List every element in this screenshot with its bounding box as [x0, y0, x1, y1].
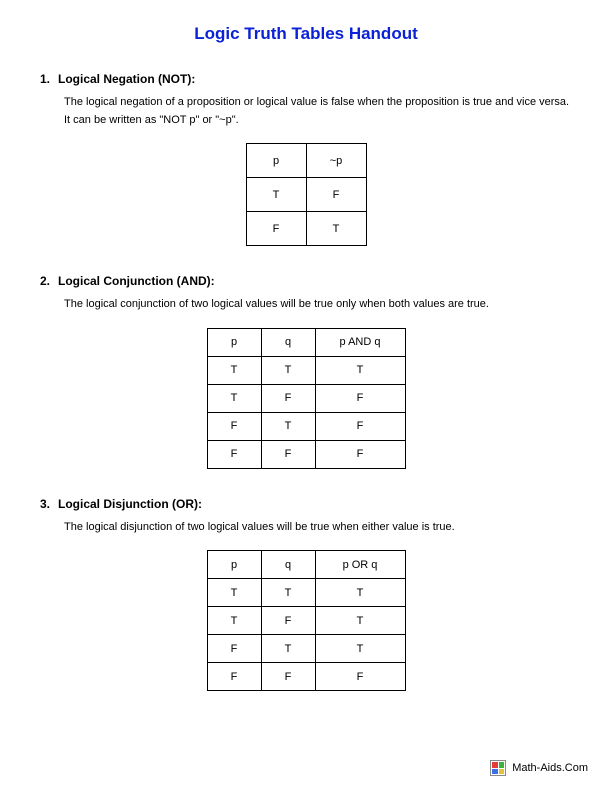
- truth-table: p~pTFFT: [246, 143, 367, 246]
- table-cell: F: [261, 663, 315, 691]
- table-cell: T: [315, 607, 405, 635]
- table-cell: F: [207, 663, 261, 691]
- page: Logic Truth Tables Handout 1.Logical Neg…: [0, 0, 612, 759]
- table-row: FFF: [207, 440, 405, 468]
- table-cell: T: [315, 579, 405, 607]
- section-description: The logical negation of a proposition or…: [64, 94, 572, 129]
- section-description: The logical disjunction of two logical v…: [64, 519, 572, 537]
- sections-container: 1.Logical Negation (NOT): The logical neg…: [40, 72, 572, 691]
- table-cell: F: [306, 178, 366, 212]
- section-heading: 3.Logical Disjunction (OR):: [40, 497, 572, 511]
- table-row: TTT: [207, 356, 405, 384]
- table-cell: F: [261, 440, 315, 468]
- table-row: FTT: [207, 635, 405, 663]
- table-cell: F: [315, 663, 405, 691]
- section-title: Logical Disjunction (OR):: [58, 497, 202, 511]
- table-cell: F: [207, 412, 261, 440]
- table-cell: T: [261, 412, 315, 440]
- table-cell: T: [261, 579, 315, 607]
- table-header-cell: p OR q: [315, 551, 405, 579]
- table-header-cell: ~p: [306, 144, 366, 178]
- section: 2.Logical Conjunction (AND): The logical …: [40, 274, 572, 469]
- section-title: Logical Conjunction (AND):: [58, 274, 215, 288]
- table-cell: T: [207, 356, 261, 384]
- table-cell: T: [315, 356, 405, 384]
- table-cell: T: [246, 178, 306, 212]
- truth-table: pqp AND qTTTTFFFTFFFF: [207, 328, 406, 469]
- table-wrap: p~pTFFT: [40, 143, 572, 246]
- table-cell: T: [261, 356, 315, 384]
- table-row: FT: [246, 212, 366, 246]
- table-cell: F: [315, 412, 405, 440]
- section-title: Logical Negation (NOT):: [58, 72, 195, 86]
- table-cell: T: [207, 384, 261, 412]
- section-number: 1.: [40, 72, 58, 86]
- section-heading: 2.Logical Conjunction (AND):: [40, 274, 572, 288]
- section: 1.Logical Negation (NOT): The logical neg…: [40, 72, 572, 246]
- table-cell: F: [315, 384, 405, 412]
- table-cell: T: [207, 579, 261, 607]
- table-wrap: pqp AND qTTTTFFFTFFFF: [40, 328, 572, 469]
- table-row: TF: [246, 178, 366, 212]
- table-cell: F: [315, 440, 405, 468]
- table-cell: F: [207, 440, 261, 468]
- table-row: TFF: [207, 384, 405, 412]
- table-header-cell: p: [246, 144, 306, 178]
- truth-table: pqp OR qTTTTFTFTTFFF: [207, 550, 406, 691]
- table-cell: T: [261, 635, 315, 663]
- table-cell: T: [207, 607, 261, 635]
- table-row: FTF: [207, 412, 405, 440]
- table-row: TFT: [207, 607, 405, 635]
- page-title: Logic Truth Tables Handout: [40, 24, 572, 44]
- table-header-cell: q: [261, 551, 315, 579]
- table-cell: T: [315, 635, 405, 663]
- table-cell: F: [261, 607, 315, 635]
- table-cell: F: [261, 384, 315, 412]
- section: 3.Logical Disjunction (OR): The logical d…: [40, 497, 572, 692]
- table-cell: T: [306, 212, 366, 246]
- footer-icon: [490, 760, 506, 776]
- section-number: 3.: [40, 497, 58, 511]
- table-header-cell: p AND q: [315, 328, 405, 356]
- table-row: FFF: [207, 663, 405, 691]
- footer-text: Math-Aids.Com: [512, 762, 588, 774]
- table-cell: F: [207, 635, 261, 663]
- table-header-cell: q: [261, 328, 315, 356]
- section-heading: 1.Logical Negation (NOT):: [40, 72, 572, 86]
- section-description: The logical conjunction of two logical v…: [64, 296, 572, 314]
- table-header-cell: p: [207, 328, 261, 356]
- table-wrap: pqp OR qTTTTFTFTTFFF: [40, 550, 572, 691]
- table-row: TTT: [207, 579, 405, 607]
- table-header-cell: p: [207, 551, 261, 579]
- footer: Math-Aids.Com: [490, 760, 588, 776]
- section-number: 2.: [40, 274, 58, 288]
- table-cell: F: [246, 212, 306, 246]
